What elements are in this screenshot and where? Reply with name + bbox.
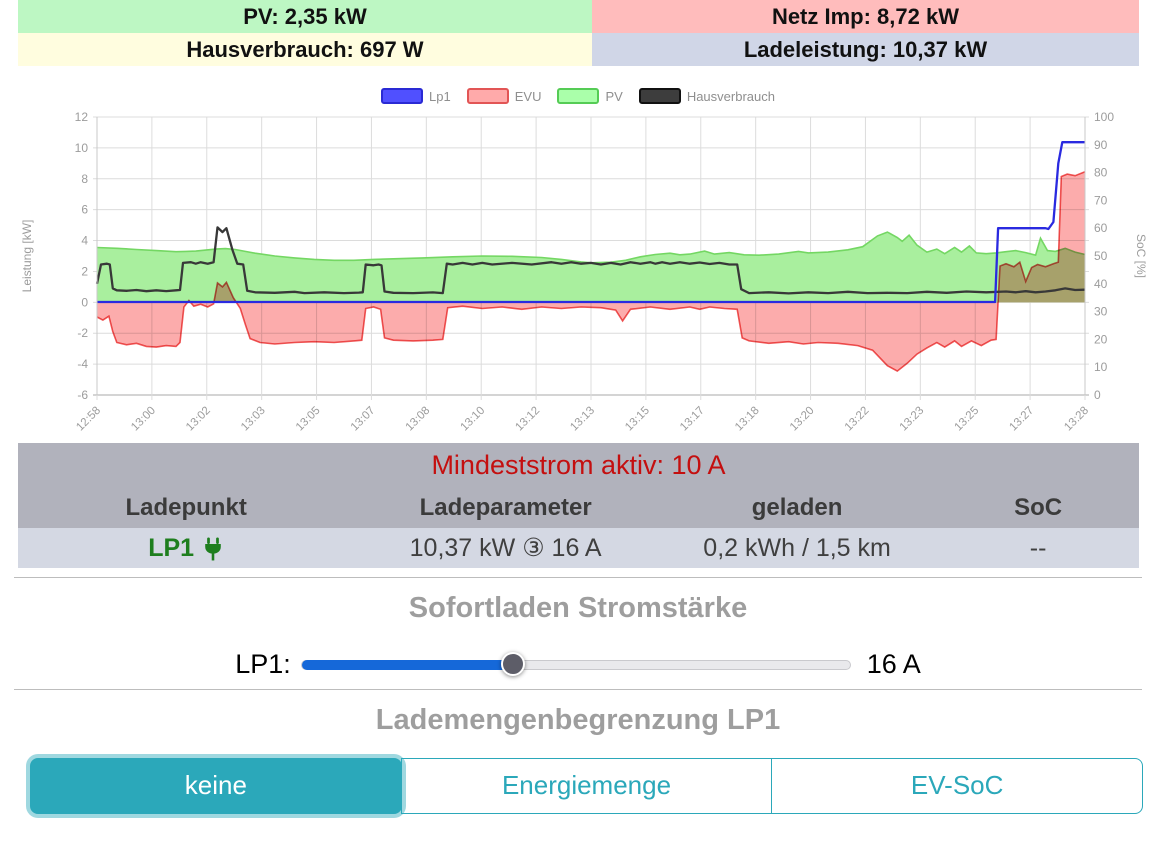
slider-fill (301, 659, 515, 670)
status-cell-grid: Netz Imp: 8,72 kW (591, 0, 1139, 33)
svg-text:12: 12 (75, 110, 89, 124)
svg-text:12:58: 12:58 (74, 405, 103, 434)
svg-text:90: 90 (1094, 138, 1108, 152)
svg-text:SoC [%]: SoC [%] (1134, 234, 1148, 278)
svg-text:13:22: 13:22 (843, 405, 872, 434)
slider-value: 16 A (866, 649, 921, 680)
chargepoint-table: Mindeststrom aktiv: 10 A Ladepunkt Ladep… (18, 443, 1139, 568)
svg-text:13:03: 13:03 (239, 405, 268, 434)
legend-item[interactable]: Hausverbrauch (638, 88, 775, 104)
svg-text:0: 0 (81, 295, 88, 309)
svg-text:-6: -6 (77, 388, 88, 402)
limit-option-none[interactable]: keine (30, 757, 402, 814)
chargepoint-name: LP1 (18, 534, 354, 563)
svg-text:50: 50 (1094, 249, 1108, 263)
svg-text:60: 60 (1094, 221, 1108, 235)
status-cell-pv: PV: 2,35 kW (18, 0, 592, 33)
legend-swatch (638, 88, 681, 104)
limit-option-energy[interactable]: Energiemenge (400, 757, 773, 814)
svg-text:-4: -4 (77, 357, 88, 371)
table-row: LP1 10,37 kW ③ 16 A 0,2 kWh / 1,5 km -- (18, 528, 1139, 568)
legend-item[interactable]: Lp1 (381, 88, 451, 104)
svg-text:6: 6 (81, 203, 88, 217)
legend-swatch (381, 88, 424, 104)
svg-text:13:08: 13:08 (404, 405, 433, 434)
legend-item[interactable]: EVU (466, 88, 542, 104)
power-chart-plot: -6 -4 -2 0 2 4 6 8 10 12 0 10 20 30 40 50 60 70 80 90 100 12:… (20, 110, 1148, 434)
limit-option-ev-soc[interactable]: EV-SoC (771, 757, 1144, 814)
col-header-ladeparameter: Ladeparameter (419, 493, 592, 521)
svg-text:13:12: 13:12 (513, 405, 542, 434)
charge-parameters: 10,37 kW ③ 16 A (409, 534, 602, 562)
svg-text:13:18: 13:18 (733, 405, 762, 434)
svg-text:Leistung [kW]: Leistung [kW] (20, 220, 34, 293)
divider (14, 577, 1142, 578)
svg-text:10: 10 (75, 141, 89, 155)
legend-swatch (466, 88, 509, 104)
charge-limit-button-group: keine Energiemenge EV-SoC (30, 757, 1144, 814)
legend-label: EVU (514, 88, 542, 104)
legend-swatch (557, 88, 600, 104)
instant-charge-title: Sofortladen Stromstärke (408, 592, 748, 624)
divider (14, 689, 1142, 691)
svg-text:13:28: 13:28 (1062, 405, 1091, 434)
status-cell-charge: Ladeleistung: 10,37 kW (591, 33, 1139, 66)
svg-text:13:02: 13:02 (184, 405, 213, 434)
svg-text:20: 20 (1094, 332, 1108, 346)
chargepoint-label: LP1 (148, 533, 195, 562)
charged-amount: 0,2 kWh / 1,5 km (703, 533, 891, 562)
power-chart: -6 -4 -2 0 2 4 6 8 10 12 0 10 20 30 40 50 60 70 80 90 100 12:… (0, 66, 1156, 435)
svg-text:13:10: 13:10 (459, 405, 488, 434)
svg-text:13:00: 13:00 (129, 405, 158, 434)
slider-label: LP1: (235, 649, 291, 680)
lp1-current-slider[interactable] (300, 651, 851, 676)
svg-text:10: 10 (1094, 360, 1108, 374)
table-header-row: Ladepunkt Ladeparameter geladen SoC (18, 487, 1139, 528)
svg-text:80: 80 (1094, 166, 1108, 180)
svg-text:13:15: 13:15 (623, 405, 652, 434)
col-header-geladen: geladen (751, 493, 843, 521)
chart-legend: Lp1 EVU PV Hausverbrauch (0, 88, 1156, 104)
svg-text:13:17: 13:17 (678, 405, 707, 434)
svg-text:13:05: 13:05 (294, 405, 323, 434)
legend-item[interactable]: PV (557, 88, 623, 104)
svg-text:0: 0 (1094, 388, 1101, 402)
lp1-current-slider-row: LP1: 16 A (0, 649, 1156, 680)
svg-text:13:13: 13:13 (568, 405, 597, 434)
svg-text:13:07: 13:07 (349, 405, 378, 434)
status-cell-house: Hausverbrauch: 697 W (18, 33, 592, 66)
svg-text:100: 100 (1094, 110, 1114, 124)
soc-value: -- (1029, 533, 1047, 562)
plug-icon (205, 537, 221, 561)
min-current-banner: Mindeststrom aktiv: 10 A (18, 443, 1139, 487)
slider-thumb[interactable] (500, 651, 525, 676)
svg-text:13:27: 13:27 (1007, 405, 1036, 434)
svg-text:13:23: 13:23 (898, 405, 927, 434)
legend-label: PV (605, 88, 623, 104)
svg-text:30: 30 (1094, 305, 1108, 319)
col-header-soc: SoC (1014, 493, 1063, 521)
svg-text:-2: -2 (77, 326, 88, 340)
svg-text:4: 4 (81, 234, 88, 248)
legend-label: Lp1 (429, 88, 451, 104)
legend-label: Hausverbrauch (686, 88, 775, 104)
svg-text:13:25: 13:25 (953, 405, 982, 434)
charge-limit-title: Lademengenbegrenzung LP1 (375, 704, 781, 737)
col-header-ladepunkt: Ladepunkt (125, 493, 247, 521)
svg-text:70: 70 (1094, 193, 1108, 207)
svg-text:40: 40 (1094, 277, 1108, 291)
svg-text:13:20: 13:20 (788, 405, 817, 434)
svg-text:2: 2 (81, 264, 88, 278)
svg-text:8: 8 (81, 172, 88, 186)
status-cells: PV: 2,35 kW Netz Imp: 8,72 kW Hausverbra… (18, 0, 1139, 66)
